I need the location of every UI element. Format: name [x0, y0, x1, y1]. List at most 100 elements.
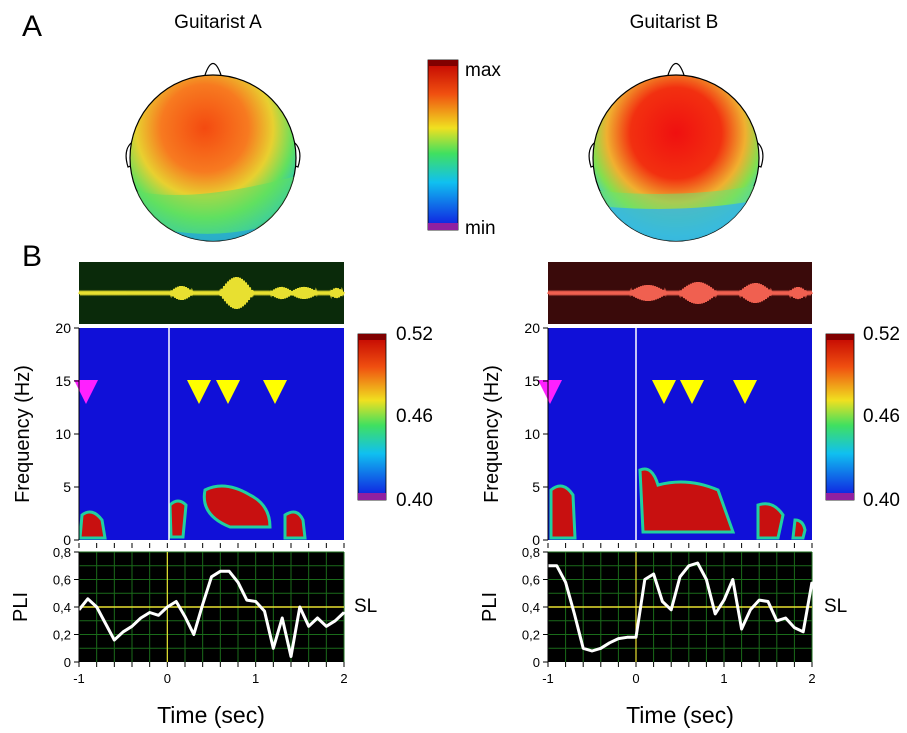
audio-trace-a: [78, 262, 345, 324]
time-axis-label-left: Time (sec): [157, 702, 265, 728]
pli-point: [802, 630, 804, 633]
time-tick-label: -1: [73, 671, 85, 686]
freq-tick-label: 0: [63, 532, 71, 548]
colorbar-min-label: min: [465, 218, 496, 239]
pli-point: [556, 564, 558, 567]
sl-label-right: SL: [824, 596, 848, 617]
pli-point: [688, 564, 690, 567]
pli-point: [131, 625, 133, 628]
pli-tick-label: 0,8: [522, 545, 540, 560]
pli-point: [343, 611, 345, 614]
colorbar-b-left: [357, 333, 387, 501]
spectrogram-b: [538, 328, 812, 540]
pli-point: [600, 647, 602, 650]
pli-tick-label: 0,4: [522, 600, 540, 615]
pli-point: [749, 608, 752, 611]
pli-point: [210, 575, 213, 578]
colorbar-b-left-max: 0.52: [396, 324, 433, 345]
pli-point: [166, 606, 169, 608]
colorbar-max-label: max: [465, 60, 501, 81]
pli-point: [626, 636, 628, 639]
pli-point: [184, 615, 186, 618]
pli-axis-label: PLI: [10, 592, 32, 622]
pli-point: [201, 603, 204, 606]
pli-point: [767, 600, 769, 603]
freq-tick-label: 20: [524, 320, 540, 336]
time-tick-label: 1: [252, 671, 259, 686]
pli-point: [193, 633, 195, 636]
time-tick-label: 2: [340, 671, 347, 686]
pli-point: [157, 614, 160, 617]
time-axis-label-right: Time (sec): [626, 702, 734, 728]
colorbar-b-left-mid: 0.46: [396, 406, 433, 427]
pli-point: [246, 599, 248, 601]
pli-point: [87, 597, 89, 600]
pli-point: [652, 573, 655, 575]
pli-point: [670, 608, 672, 611]
pli-tick-label: 0,8: [53, 545, 71, 560]
freq-tick-label: 5: [532, 479, 540, 495]
freq-tick-label: 10: [524, 426, 540, 442]
panel-a-letter: A: [22, 10, 43, 43]
pli-point: [237, 581, 239, 584]
freq-axis-label: Frequency (Hz): [12, 365, 34, 503]
pli-point: [696, 562, 699, 564]
audio-trace-b: [547, 262, 813, 324]
colorbar-b-right-mid: 0.46: [863, 406, 900, 427]
pli-point: [705, 578, 708, 581]
pli-axis-label: PLI: [479, 592, 501, 622]
pli-point: [591, 650, 593, 652]
pli-point: [793, 626, 796, 629]
pli-point: [316, 617, 319, 619]
pli-point: [679, 575, 681, 578]
pli-point: [95, 606, 98, 608]
colorbar-b-left-min: 0.40: [396, 490, 433, 511]
head-map-a: [125, 62, 301, 242]
pli-point: [784, 617, 787, 619]
pli-point: [219, 570, 222, 573]
pli-point: [573, 613, 576, 615]
time-tick-label: 0: [164, 671, 171, 686]
time-tick-label: -1: [542, 671, 554, 686]
pli-point: [732, 578, 734, 581]
pli-point: [325, 625, 328, 628]
colorbar-b-right-min: 0.40: [863, 490, 900, 511]
time-tick-label: 2: [808, 671, 815, 686]
freq-tick-label: 5: [63, 479, 71, 495]
sl-label-left: SL: [354, 596, 378, 617]
pli-tick-label: 0,2: [522, 628, 540, 643]
spectrogram-a: [74, 328, 344, 540]
pli-point: [740, 628, 743, 630]
pli-point: [175, 600, 177, 603]
pli-point: [644, 578, 646, 581]
pli-point: [228, 570, 230, 573]
title-guitarist-a: Guitarist A: [174, 12, 262, 33]
pli-point: [113, 639, 116, 641]
pli-point: [714, 613, 716, 615]
pli-point: [281, 617, 283, 619]
time-tick-label: 1: [720, 671, 727, 686]
pli-tick-label: 0,6: [53, 573, 71, 588]
pli-point: [811, 581, 813, 584]
pli-point: [608, 641, 611, 644]
pli-point: [272, 647, 275, 650]
pli-tick-label: 0,2: [53, 628, 71, 643]
pli-point: [254, 600, 257, 603]
pli-point: [122, 630, 124, 633]
pli-point: [758, 599, 760, 601]
pli-plot-a: [77, 551, 346, 662]
pli-point: [104, 622, 107, 625]
pli-point: [661, 600, 664, 603]
pli-point: [263, 610, 266, 612]
pli-tick-label: 0: [64, 655, 71, 670]
pli-point: [564, 581, 567, 584]
pli-tick-label: 0,4: [53, 600, 71, 615]
freq-tick-label: 15: [524, 373, 540, 389]
pli-point: [290, 655, 292, 658]
pli-tick-label: 0: [533, 655, 540, 670]
time-tick-label: 0: [632, 671, 639, 686]
pli-point: [776, 619, 778, 622]
freq-tick-label: 15: [55, 373, 71, 389]
colorbar-a: [427, 59, 459, 231]
pli-point: [148, 611, 151, 614]
